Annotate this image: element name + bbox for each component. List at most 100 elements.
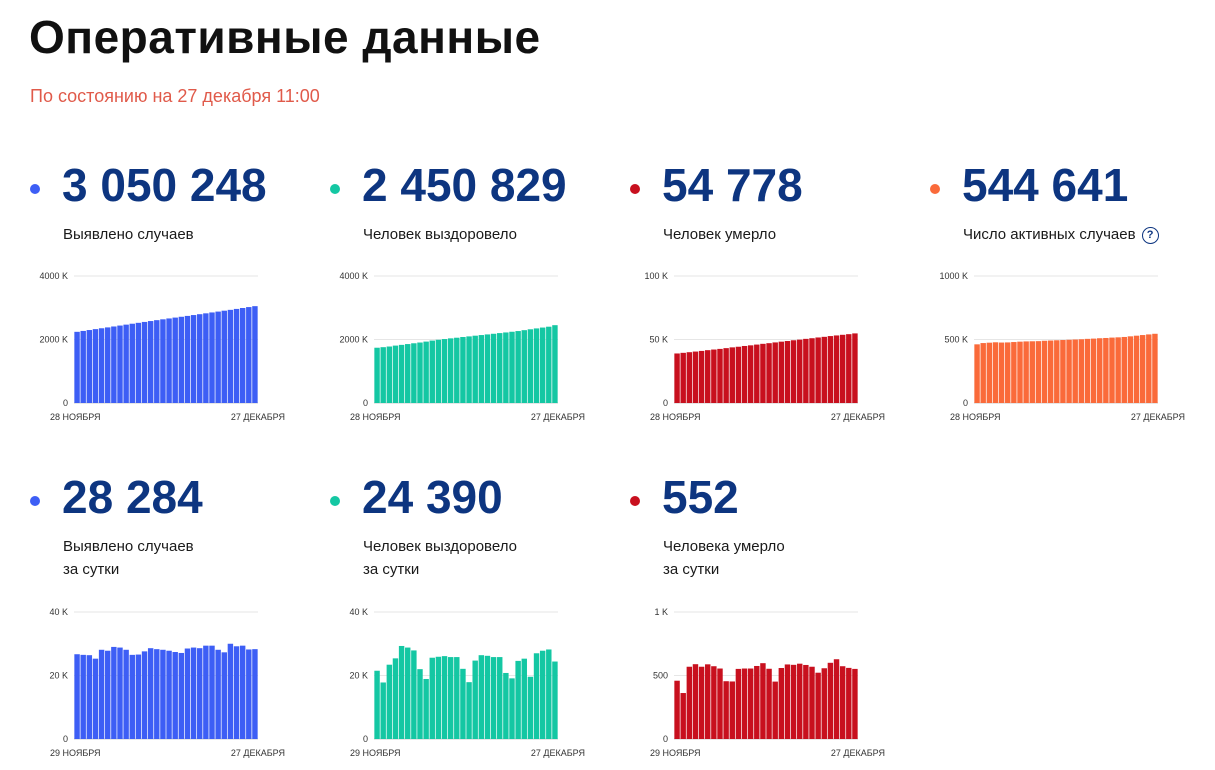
chart-total-deaths: 0 50 K 100 K 28 НОЯБРЯ 27 ДЕКАБРЯ — [644, 271, 885, 422]
bar — [246, 307, 252, 403]
bar — [674, 680, 680, 739]
bar — [398, 645, 405, 739]
y-tick-label: 0 — [363, 734, 368, 744]
bar — [846, 334, 852, 403]
bar — [1097, 338, 1103, 403]
y-tick-label: 0 — [63, 734, 68, 744]
bar — [1047, 340, 1054, 403]
stat-label-row: Число активных случаев? — [963, 226, 1159, 244]
bar — [123, 324, 129, 403]
y-tick-label: 50 K — [649, 335, 668, 345]
bar — [803, 338, 809, 403]
bar — [711, 349, 717, 403]
bar — [766, 343, 772, 403]
stat-number: 3 050 248 — [62, 159, 267, 211]
bar — [741, 668, 748, 739]
x-tick-label-end: 27 ДЕКАБРЯ — [831, 412, 885, 422]
chart-daily-deaths: 0 500 1 K 29 НОЯБРЯ 27 ДЕКАБРЯ — [650, 607, 885, 758]
bar — [497, 657, 503, 739]
bar — [429, 657, 435, 739]
bar — [227, 309, 234, 403]
series-dot — [930, 184, 940, 194]
bar — [760, 663, 766, 739]
stat-number: 544 641 — [962, 159, 1129, 211]
y-tick-label: 500 — [653, 671, 668, 681]
bar — [509, 678, 515, 739]
y-tick-label: 2000 K — [39, 335, 68, 345]
y-tick-label: 1 K — [654, 607, 668, 617]
bar — [692, 351, 699, 403]
y-tick-label: 20 K — [349, 671, 368, 681]
stat-label: Человек умерло — [663, 226, 777, 243]
bar — [117, 325, 123, 403]
bar — [484, 655, 491, 739]
bar — [546, 326, 552, 403]
bar — [772, 681, 778, 739]
bar — [527, 329, 534, 403]
bar — [729, 347, 735, 403]
bar — [698, 350, 705, 403]
bar — [503, 672, 509, 739]
bar — [227, 643, 234, 739]
bar — [166, 318, 172, 403]
x-tick-label-end: 27 ДЕКАБРЯ — [531, 412, 585, 422]
bar — [1146, 334, 1152, 403]
bar — [741, 345, 748, 403]
bar — [490, 333, 497, 403]
bar — [717, 668, 723, 739]
bar — [429, 340, 435, 403]
help-icon[interactable]: ? — [1141, 227, 1159, 244]
bar — [398, 344, 405, 403]
y-tick-label: 0 — [63, 398, 68, 408]
bar — [723, 681, 729, 739]
bar — [203, 645, 209, 739]
bar — [86, 330, 93, 403]
y-tick-label: 0 — [663, 734, 668, 744]
bar — [772, 342, 778, 403]
bar — [815, 337, 821, 403]
stat-label-period: за сутки — [63, 561, 120, 578]
bar — [974, 344, 980, 403]
bar — [123, 649, 129, 739]
bar — [92, 658, 99, 739]
bar — [539, 650, 546, 739]
bar — [815, 672, 821, 739]
bar — [839, 666, 846, 739]
bar — [1066, 339, 1072, 403]
bar — [478, 655, 485, 739]
bar — [521, 330, 527, 403]
bar — [497, 333, 503, 403]
bar — [986, 342, 993, 403]
bar — [1029, 341, 1035, 403]
bar — [221, 652, 227, 739]
bar — [1133, 335, 1140, 403]
bar — [190, 647, 197, 739]
bar — [705, 350, 711, 403]
bar — [252, 649, 258, 739]
bar — [447, 338, 454, 403]
bar — [154, 320, 160, 403]
bar — [754, 665, 760, 739]
x-tick-label-end: 27 ДЕКАБРЯ — [531, 748, 585, 758]
stat-label: Число активных случаев — [963, 226, 1136, 243]
y-tick-label: 0 — [963, 398, 968, 408]
x-tick-label-end: 27 ДЕКАБРЯ — [831, 748, 885, 758]
bar — [686, 666, 693, 739]
bar — [252, 306, 258, 403]
stat-label: Человек выздоровело — [363, 538, 517, 555]
bar — [178, 316, 185, 403]
bar — [184, 315, 191, 403]
bar — [552, 325, 558, 403]
bar — [809, 666, 815, 739]
bar — [797, 663, 803, 739]
bar — [680, 693, 686, 739]
stat-number: 552 — [662, 471, 739, 523]
bar — [147, 321, 154, 403]
stat-card-total-cases: 3 050 248 Выявлено случаев 0 2000 K 4000 K… — [28, 158, 318, 458]
bar — [509, 331, 515, 403]
bar — [160, 649, 166, 739]
bar — [405, 647, 411, 739]
stat-label-period: за сутки — [363, 561, 420, 578]
bar — [417, 342, 423, 403]
bar — [184, 648, 191, 739]
